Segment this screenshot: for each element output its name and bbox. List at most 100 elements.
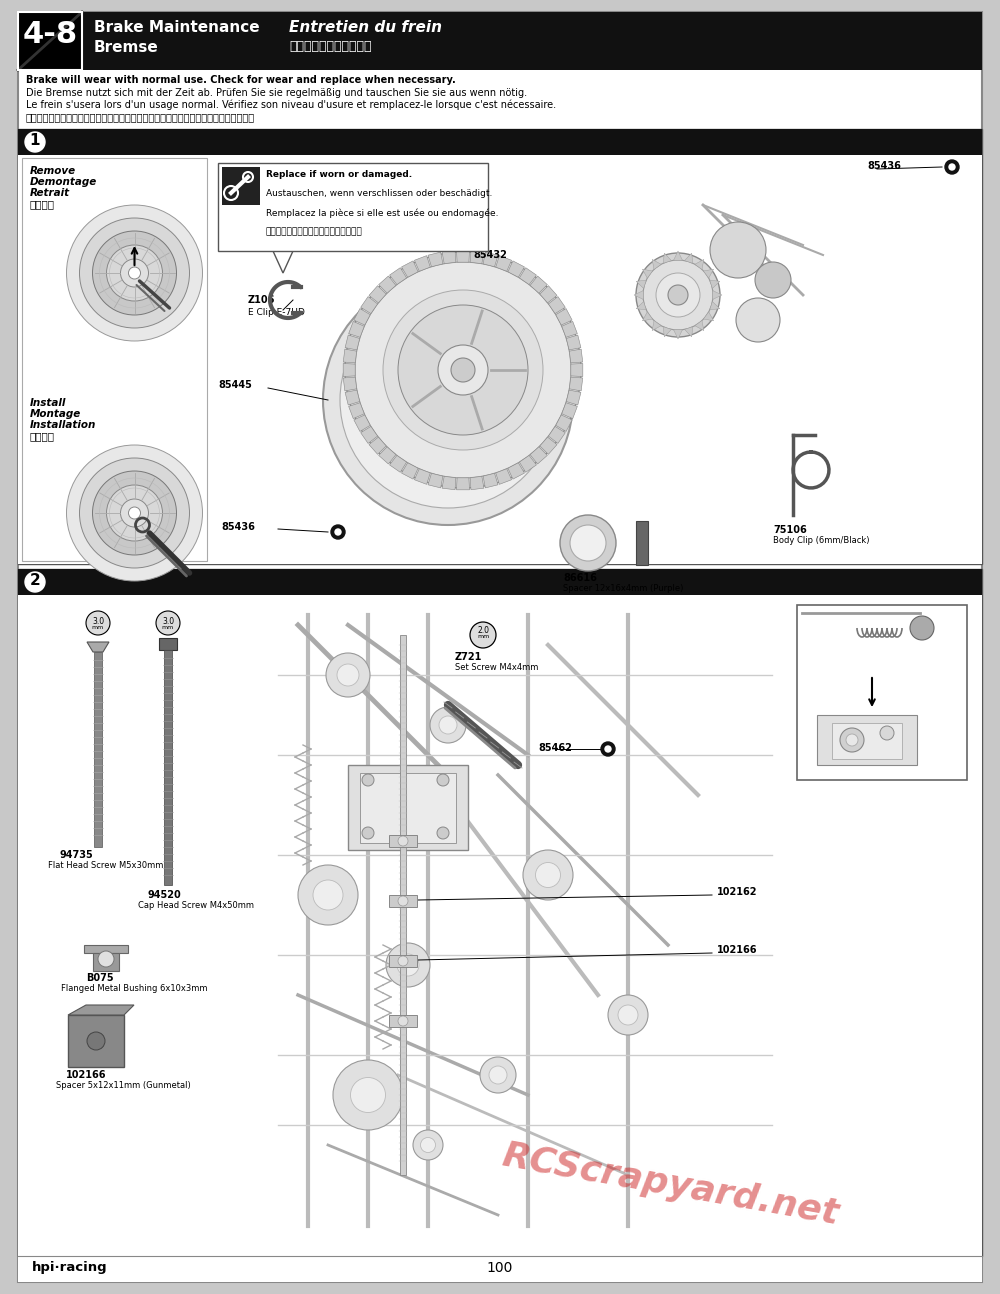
Polygon shape bbox=[428, 474, 443, 488]
Polygon shape bbox=[530, 276, 547, 294]
Text: Cap Head Screw M4x50mm: Cap Head Screw M4x50mm bbox=[138, 901, 254, 910]
Circle shape bbox=[605, 747, 611, 752]
Text: E Clip E-7HD: E Clip E-7HD bbox=[248, 308, 305, 317]
Polygon shape bbox=[483, 474, 498, 488]
Polygon shape bbox=[562, 402, 577, 418]
Polygon shape bbox=[379, 446, 396, 465]
Text: 3.0: 3.0 bbox=[92, 617, 104, 626]
Text: mm: mm bbox=[92, 625, 104, 630]
Text: 4-8: 4-8 bbox=[22, 19, 78, 49]
Circle shape bbox=[840, 729, 864, 752]
Circle shape bbox=[383, 290, 543, 450]
Circle shape bbox=[340, 292, 556, 509]
Circle shape bbox=[480, 1057, 516, 1093]
Text: 85432: 85432 bbox=[473, 250, 507, 260]
Polygon shape bbox=[369, 437, 386, 454]
Bar bbox=[18, 12, 82, 70]
Bar bbox=[159, 638, 177, 650]
Polygon shape bbox=[483, 252, 498, 267]
Polygon shape bbox=[508, 463, 524, 479]
Text: Body Clip (6mm/Black): Body Clip (6mm/Black) bbox=[773, 536, 870, 545]
Circle shape bbox=[430, 707, 466, 743]
Circle shape bbox=[86, 611, 110, 635]
Circle shape bbox=[298, 864, 358, 925]
Text: Remplacez la pièce si elle est usée ou endomagée.: Remplacez la pièce si elle est usée ou e… bbox=[266, 208, 498, 217]
Polygon shape bbox=[470, 250, 484, 264]
Bar bbox=[164, 650, 172, 885]
Bar bbox=[817, 716, 917, 765]
Circle shape bbox=[398, 956, 408, 967]
Polygon shape bbox=[402, 261, 418, 277]
Text: Installation: Installation bbox=[30, 421, 96, 430]
Circle shape bbox=[523, 850, 573, 901]
Circle shape bbox=[601, 741, 615, 756]
Polygon shape bbox=[428, 252, 443, 267]
Circle shape bbox=[438, 345, 488, 395]
Polygon shape bbox=[273, 251, 293, 273]
Polygon shape bbox=[566, 335, 581, 349]
Circle shape bbox=[668, 285, 688, 305]
Polygon shape bbox=[354, 415, 370, 431]
Text: 102162: 102162 bbox=[717, 886, 758, 897]
Circle shape bbox=[570, 525, 606, 562]
Polygon shape bbox=[556, 415, 572, 431]
Text: 94735: 94735 bbox=[60, 850, 94, 861]
Polygon shape bbox=[496, 256, 512, 272]
Bar bbox=[94, 652, 102, 848]
Bar bbox=[832, 723, 902, 760]
Circle shape bbox=[949, 164, 955, 170]
Circle shape bbox=[25, 132, 45, 151]
Polygon shape bbox=[343, 349, 357, 362]
Bar bbox=[18, 155, 982, 564]
Circle shape bbox=[128, 267, 140, 280]
Polygon shape bbox=[569, 377, 583, 391]
Polygon shape bbox=[566, 389, 581, 405]
Text: 85436: 85436 bbox=[221, 521, 255, 532]
Bar bbox=[18, 569, 982, 595]
Text: B075: B075 bbox=[86, 973, 114, 983]
Circle shape bbox=[618, 1005, 638, 1025]
Bar bbox=[18, 129, 982, 564]
Circle shape bbox=[92, 471, 176, 555]
Bar bbox=[68, 1014, 124, 1068]
Circle shape bbox=[536, 863, 560, 888]
Polygon shape bbox=[470, 476, 484, 489]
Polygon shape bbox=[663, 326, 671, 336]
Circle shape bbox=[880, 726, 894, 740]
Bar bbox=[389, 835, 417, 848]
Text: 85462: 85462 bbox=[538, 743, 572, 753]
Circle shape bbox=[710, 223, 766, 278]
Circle shape bbox=[25, 572, 45, 591]
Text: mm: mm bbox=[162, 625, 174, 630]
Text: 2: 2 bbox=[30, 573, 40, 587]
Polygon shape bbox=[634, 291, 643, 299]
Circle shape bbox=[313, 880, 343, 910]
Polygon shape bbox=[548, 427, 565, 444]
Polygon shape bbox=[87, 642, 109, 652]
Polygon shape bbox=[369, 286, 386, 303]
Polygon shape bbox=[354, 308, 370, 325]
Circle shape bbox=[98, 951, 114, 967]
Circle shape bbox=[398, 895, 408, 906]
Bar bbox=[389, 1014, 417, 1027]
Text: 100: 100 bbox=[487, 1260, 513, 1275]
Circle shape bbox=[326, 653, 370, 697]
Circle shape bbox=[331, 525, 345, 540]
Circle shape bbox=[846, 734, 858, 747]
Circle shape bbox=[323, 276, 573, 525]
Polygon shape bbox=[343, 364, 355, 377]
Circle shape bbox=[636, 254, 720, 336]
Polygon shape bbox=[704, 312, 714, 321]
Circle shape bbox=[643, 260, 713, 330]
Circle shape bbox=[362, 774, 374, 785]
Text: 85436: 85436 bbox=[867, 160, 901, 171]
Polygon shape bbox=[349, 321, 364, 338]
Polygon shape bbox=[540, 437, 557, 454]
Bar bbox=[18, 1256, 982, 1282]
Text: 102166: 102166 bbox=[717, 945, 758, 955]
Polygon shape bbox=[402, 463, 418, 479]
Polygon shape bbox=[636, 302, 646, 309]
Polygon shape bbox=[695, 321, 704, 330]
Polygon shape bbox=[390, 268, 407, 285]
Text: 破損、劣化している場合は交换します。: 破損、劣化している場合は交换します。 bbox=[266, 226, 363, 236]
